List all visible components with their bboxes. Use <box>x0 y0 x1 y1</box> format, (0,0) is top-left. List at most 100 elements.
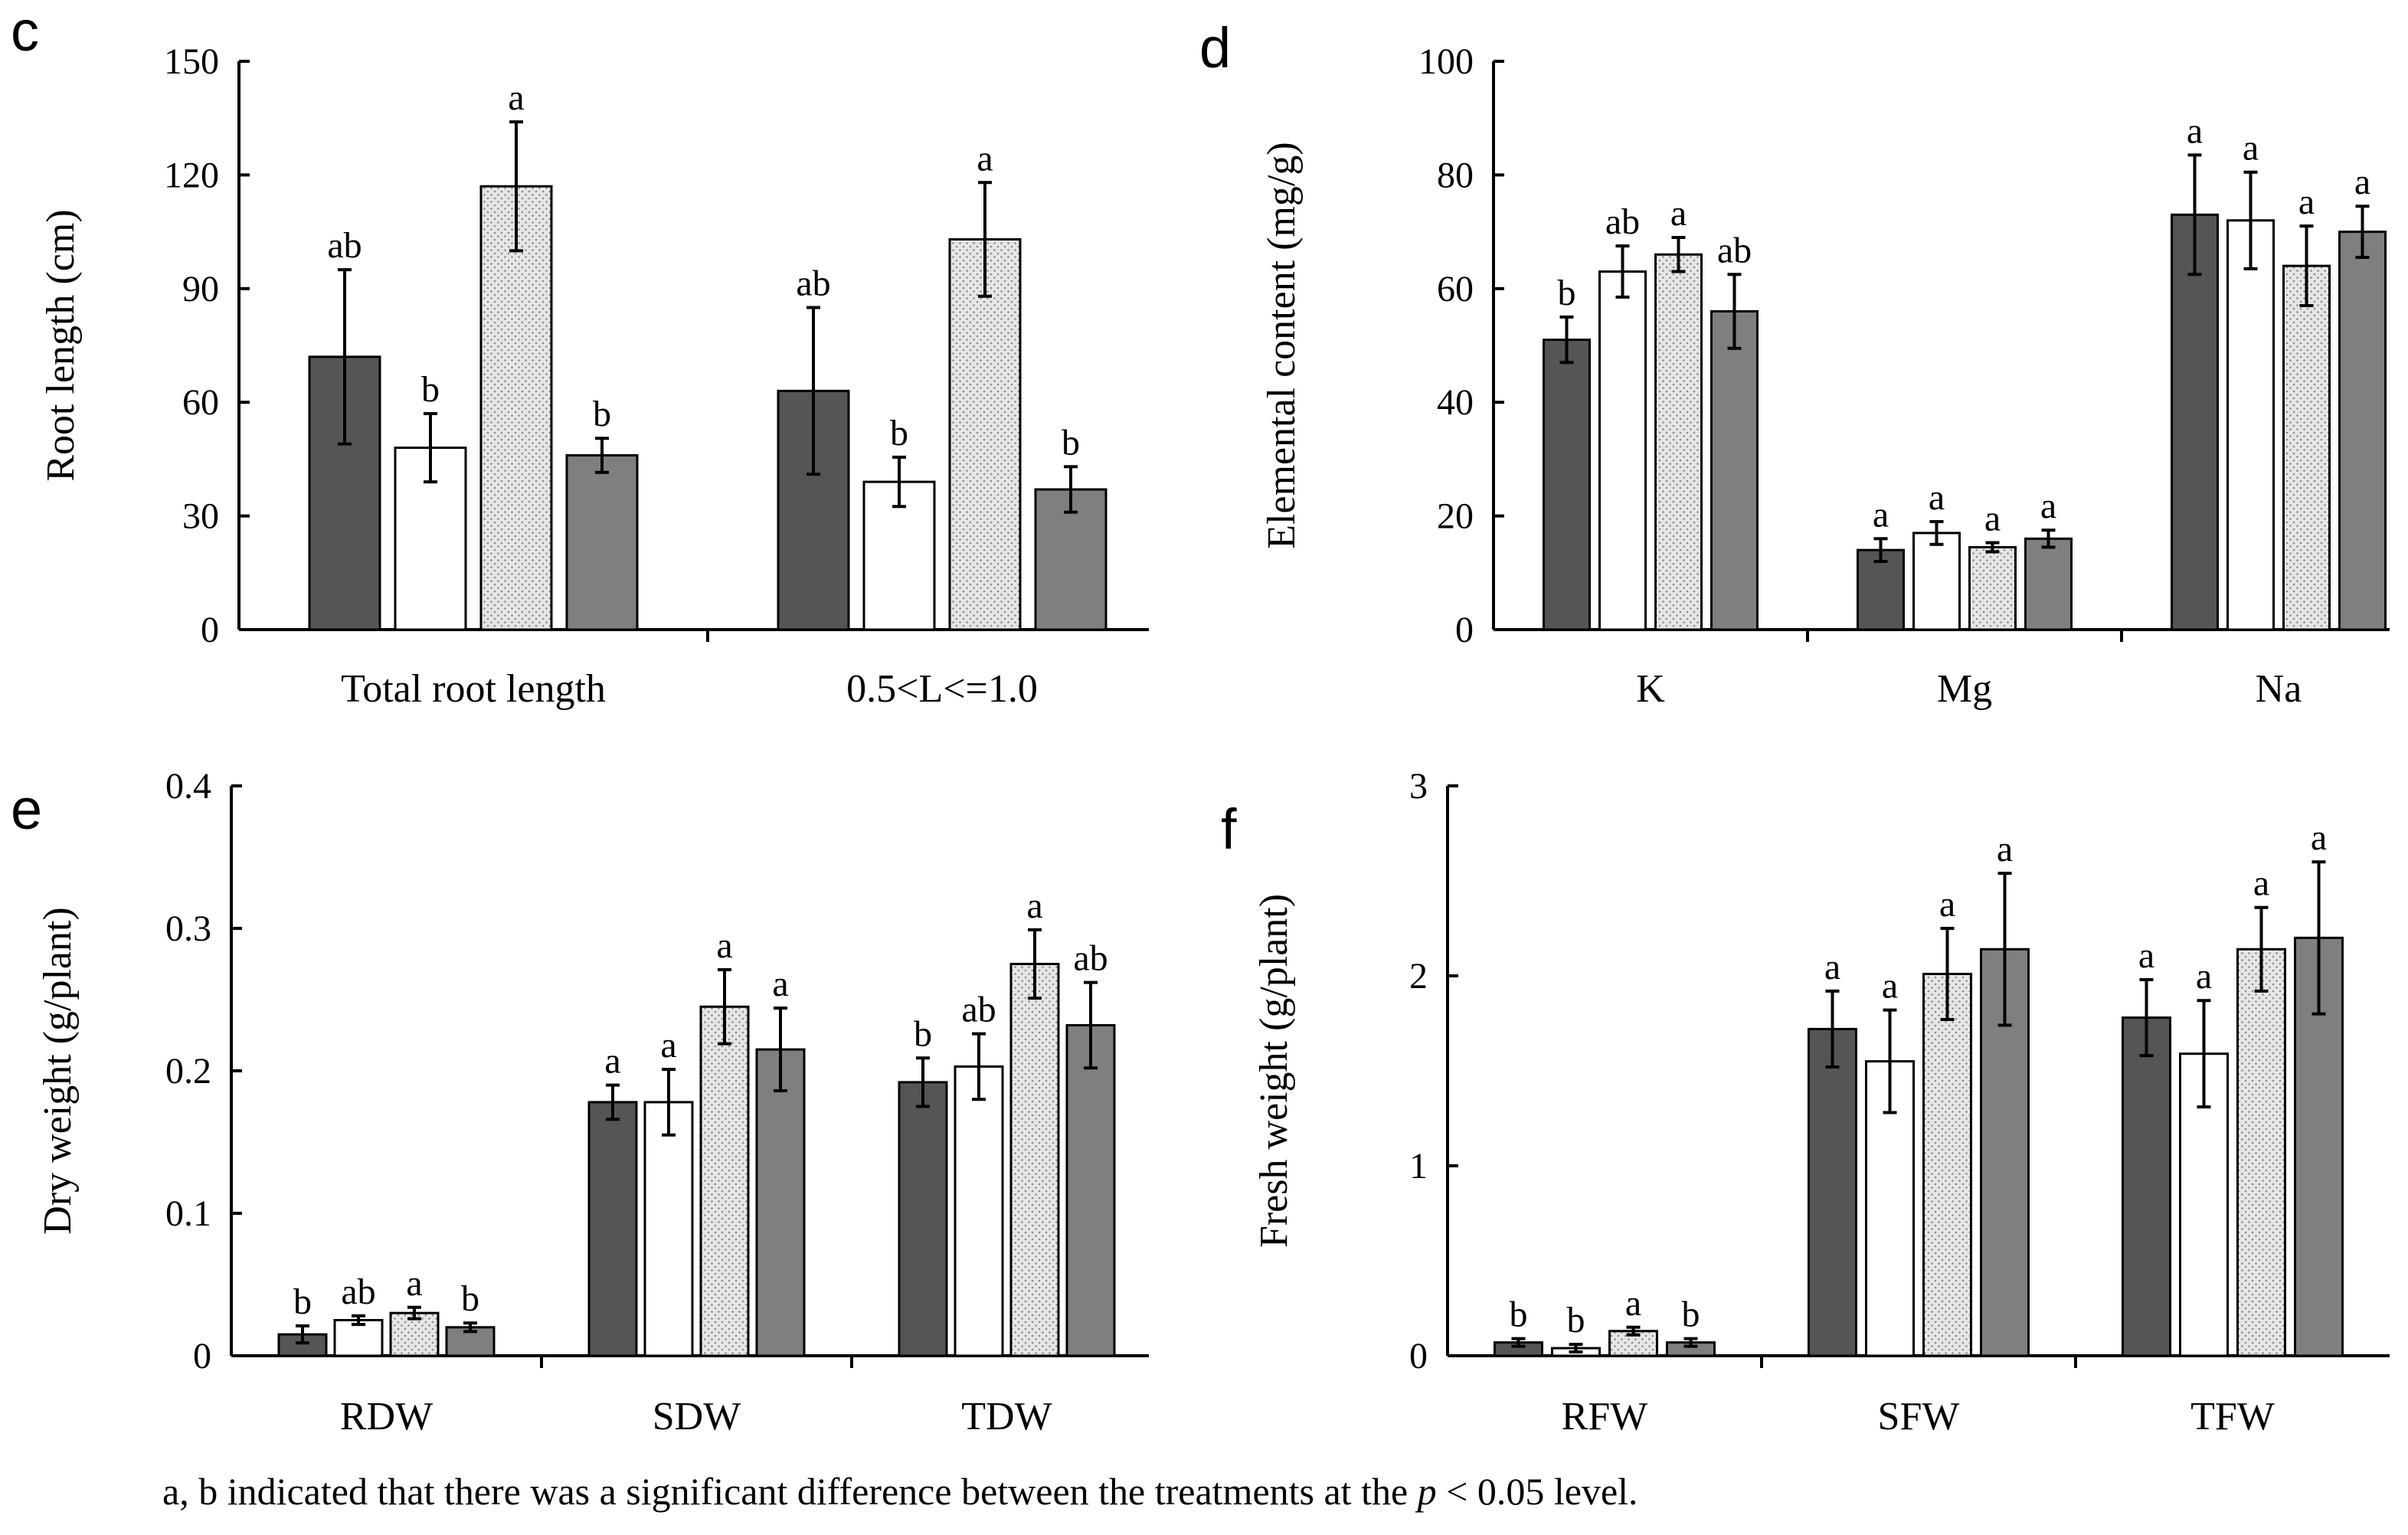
significance-label: a <box>1929 477 1945 518</box>
significance-label: b <box>890 413 908 453</box>
bar-f-3 <box>1922 973 1972 1357</box>
y-axis-title: Root length (cm) <box>39 209 83 481</box>
y-tick-label: 0.2 <box>165 1051 211 1092</box>
y-tick-label: 2 <box>1409 956 1428 997</box>
footnote-p-symbol: p <box>1417 1470 1437 1513</box>
x-category-label: RFW <box>1562 1395 1648 1438</box>
bar-e-3 <box>699 1005 750 1357</box>
y-axis-title: Fresh weight (g/plant) <box>1252 894 1296 1248</box>
bar-d-1 <box>2171 213 2219 631</box>
y-tick-label: 0.1 <box>165 1193 211 1234</box>
y-tick-label: 60 <box>182 382 219 423</box>
figure-footnote: a, b indicated that there was a signific… <box>162 1469 1638 1514</box>
bar-f-4 <box>1980 948 2030 1357</box>
significance-label: b <box>1558 273 1576 313</box>
bar-e-4 <box>1065 1023 1116 1357</box>
significance-label: a <box>977 138 993 178</box>
panel-letter-d: d <box>1199 16 1231 80</box>
bar-d-2 <box>2226 219 2275 631</box>
significance-label: a <box>406 1263 422 1304</box>
significance-label: a <box>604 1041 620 1082</box>
x-category-label: Mg <box>1937 667 1992 711</box>
bar-e-1 <box>587 1101 638 1357</box>
bar-e-2 <box>954 1065 1004 1357</box>
significance-label: ab <box>341 1272 375 1312</box>
significance-label: a <box>1670 193 1687 234</box>
significance-label: ab <box>1717 230 1752 270</box>
significance-label: a <box>660 1025 676 1065</box>
x-category-label: Na <box>2256 667 2302 711</box>
y-tick-label: 1 <box>1409 1146 1428 1186</box>
y-axis-title: Elemental content (mg/g) <box>1260 142 1304 548</box>
bar-d-4 <box>2024 537 2073 631</box>
significance-label: b <box>1062 422 1080 463</box>
bar-d-1 <box>1857 548 1905 631</box>
significance-label: a <box>2196 956 2212 997</box>
y-tick-label: 90 <box>182 269 219 309</box>
bar-d-3 <box>1654 253 1703 631</box>
x-category-label: TFW <box>2190 1395 2275 1438</box>
significance-label: b <box>593 394 611 434</box>
y-tick-label: 0.3 <box>165 908 211 949</box>
significance-label: a <box>716 925 732 966</box>
significance-label: a <box>772 964 788 1004</box>
significance-label: a <box>1026 885 1042 926</box>
significance-label: a <box>2311 817 2327 858</box>
bar-e-4 <box>755 1048 806 1357</box>
x-category-label: K <box>1636 667 1665 711</box>
significance-label: a <box>2253 863 2269 904</box>
bar-d-3 <box>2282 264 2331 631</box>
bar-d-1 <box>1543 339 1591 631</box>
bar-e-2 <box>333 1319 384 1357</box>
bar-f-1 <box>2122 1016 2171 1357</box>
bar-c-3 <box>479 185 553 631</box>
significance-label: b <box>1510 1294 1528 1335</box>
x-category-label: Total root length <box>341 667 606 711</box>
x-category-label: SFW <box>1878 1395 1960 1438</box>
bar-e-3 <box>1009 963 1060 1357</box>
bar-f-1 <box>1808 1027 1857 1357</box>
y-tick-label: 60 <box>1437 269 1474 309</box>
significance-label: a <box>508 77 524 118</box>
y-tick-label: 30 <box>182 496 219 537</box>
significance-label: ab <box>1605 201 1640 242</box>
bar-c-4 <box>565 453 639 631</box>
significance-label: a <box>2354 162 2370 202</box>
significance-label: b <box>914 1013 932 1054</box>
x-category-label: RDW <box>340 1395 433 1438</box>
significance-label: a <box>2187 110 2203 151</box>
bar-d-3 <box>1968 545 2017 631</box>
significance-label: a <box>1984 498 2001 538</box>
significance-label: b <box>293 1281 312 1322</box>
bar-e-1 <box>898 1081 948 1357</box>
y-tick-label: 0 <box>201 610 219 650</box>
significance-label: a <box>2040 486 2056 526</box>
y-tick-label: 100 <box>1418 41 1474 82</box>
panel-letter-f: f <box>1221 797 1237 861</box>
significance-label: b <box>1682 1294 1700 1335</box>
significance-label: ab <box>961 990 996 1030</box>
y-tick-label: 150 <box>164 41 219 82</box>
significance-label: a <box>2243 128 2259 169</box>
x-category-label: 0.5<L<=1.0 <box>846 667 1038 711</box>
bar-d-2 <box>1912 532 1961 631</box>
significance-label: b <box>1567 1300 1585 1340</box>
significance-label: a <box>2138 935 2154 976</box>
significance-label: ab <box>796 263 830 304</box>
significance-label: b <box>421 369 440 410</box>
panel-letter-e: e <box>11 777 42 841</box>
y-tick-label: 120 <box>164 155 219 195</box>
significance-label: a <box>1882 966 1898 1006</box>
y-tick-label: 0 <box>193 1336 211 1376</box>
y-tick-label: 40 <box>1437 382 1474 423</box>
bar-f-3 <box>2236 948 2286 1357</box>
y-tick-label: 80 <box>1437 155 1474 195</box>
significance-label: ab <box>1073 938 1107 979</box>
significance-label: ab <box>327 225 362 266</box>
bar-c-3 <box>948 237 1022 631</box>
